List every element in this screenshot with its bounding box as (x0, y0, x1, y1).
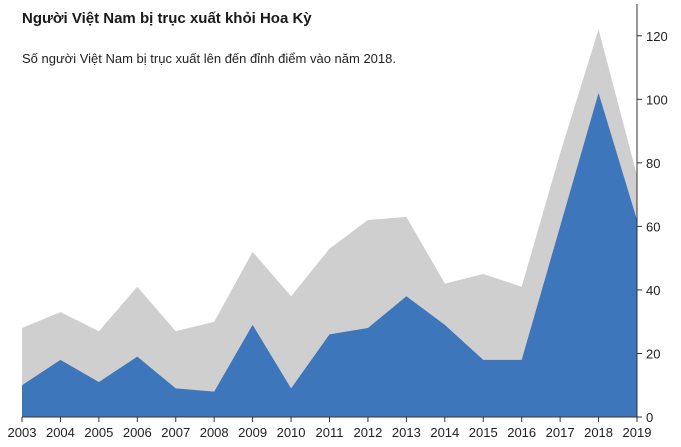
x-tick-label-2006: 2006 (123, 425, 152, 440)
x-tick-label-2008: 2008 (200, 425, 229, 440)
x-tick-label-2004: 2004 (46, 425, 75, 440)
x-tick-label-2017: 2017 (546, 425, 575, 440)
x-tick-label-2007: 2007 (161, 425, 190, 440)
x-tick-label-2015: 2015 (469, 425, 498, 440)
y-tick-label-40: 40 (646, 283, 660, 298)
y-tick-label-20: 20 (646, 346, 660, 361)
x-tick-label-2018: 2018 (584, 425, 613, 440)
x-tick-label-2016: 2016 (507, 425, 536, 440)
x-tick-label-2009: 2009 (238, 425, 267, 440)
x-tick-label-2003: 2003 (8, 425, 37, 440)
y-tick-label-120: 120 (646, 29, 668, 44)
x-tick-label-2019: 2019 (623, 425, 652, 440)
x-tick-label-2011: 2011 (316, 425, 344, 440)
x-tick-label-2010: 2010 (277, 425, 306, 440)
x-tick-label-2014: 2014 (430, 425, 459, 440)
x-tick-label-2013: 2013 (392, 425, 421, 440)
y-tick-label-100: 100 (646, 92, 668, 107)
chart-subtitle: Số người Việt Nam bị trục xuất lên đến đ… (22, 51, 396, 66)
area-series-0 (22, 29, 637, 417)
area-series-1 (22, 92, 637, 417)
y-tick-label-0: 0 (646, 410, 653, 425)
y-tick-label-80: 80 (646, 156, 660, 171)
y-tick-label-60: 60 (646, 219, 660, 234)
chart-title: Người Việt Nam bị trục xuất khỏi Hoa Kỳ (22, 10, 312, 27)
x-tick-label-2005: 2005 (84, 425, 113, 440)
x-tick-label-2012: 2012 (353, 425, 382, 440)
